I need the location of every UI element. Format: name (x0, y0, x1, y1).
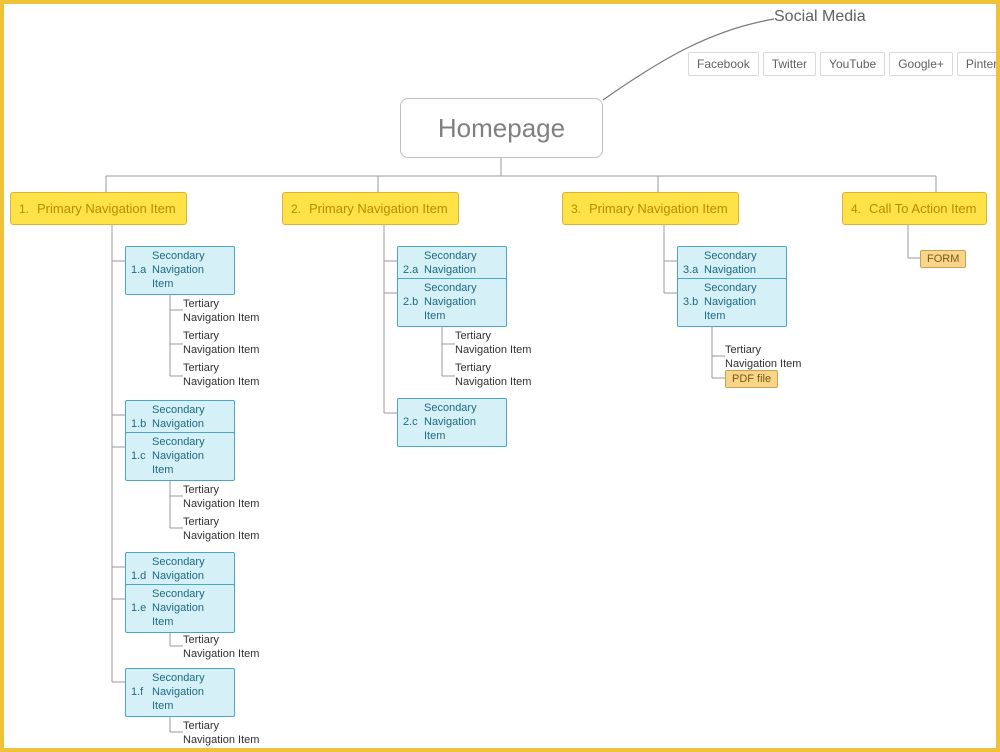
tertiary-nav-node: Tertiary Navigation Item (183, 330, 269, 358)
social-media-label: Social Media (774, 8, 866, 26)
secondary-nav-node[interactable]: 2.cSecondary Navigation Item (397, 398, 507, 447)
tertiary-nav-node: Tertiary Navigation Item (455, 330, 541, 358)
tertiary-nav-node: Tertiary Navigation Item (725, 344, 811, 372)
secondary-nav-node[interactable]: 3.bSecondary Navigation Item (677, 278, 787, 327)
primary-nav-node[interactable]: 3.Primary Navigation Item (562, 192, 739, 225)
tertiary-nav-node: Tertiary Navigation Item (183, 516, 269, 544)
social-item[interactable]: Facebook (688, 52, 759, 76)
root-node-homepage[interactable]: Homepage (400, 98, 603, 158)
primary-nav-node[interactable]: 1.Primary Navigation Item (10, 192, 187, 225)
secondary-nav-node[interactable]: 1.fSecondary Navigation Item (125, 668, 235, 717)
tertiary-nav-node: Tertiary Navigation Item (183, 484, 269, 512)
primary-nav-node[interactable]: 4.Call To Action Item (842, 192, 987, 225)
secondary-nav-node[interactable]: 1.cSecondary Navigation Item (125, 432, 235, 481)
social-item[interactable]: Pinterest (957, 52, 1000, 76)
social-item[interactable]: YouTube (820, 52, 885, 76)
secondary-nav-node[interactable]: 1.aSecondary Navigation Item (125, 246, 235, 295)
tertiary-nav-node: Tertiary Navigation Item (183, 720, 269, 748)
primary-nav-node[interactable]: 2.Primary Navigation Item (282, 192, 459, 225)
tertiary-nav-node: Tertiary Navigation Item (183, 362, 269, 390)
tertiary-nav-node: Tertiary Navigation Item (183, 634, 269, 662)
form-leaf[interactable]: FORM (920, 250, 966, 268)
social-item[interactable]: Twitter (763, 52, 816, 76)
sitemap-canvas: Homepage Social Media FacebookTwitterYou… (0, 0, 1000, 752)
pdf-leaf[interactable]: PDF file (725, 370, 778, 388)
secondary-nav-node[interactable]: 1.eSecondary Navigation Item (125, 584, 235, 633)
tertiary-nav-node: Tertiary Navigation Item (455, 362, 541, 390)
social-item[interactable]: Google+ (889, 52, 953, 76)
secondary-nav-node[interactable]: 2.bSecondary Navigation Item (397, 278, 507, 327)
tertiary-nav-node: Tertiary Navigation Item (183, 298, 269, 326)
root-node-label: Homepage (438, 113, 565, 144)
social-media-row: FacebookTwitterYouTubeGoogle+Pinterest (688, 52, 1000, 76)
